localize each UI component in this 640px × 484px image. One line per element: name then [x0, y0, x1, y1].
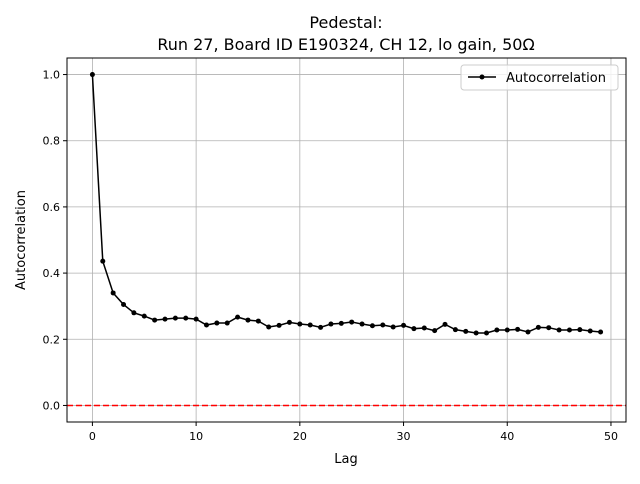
- data-point: [369, 323, 375, 329]
- ticks: 0 10 20 30 40 50 0.0 0.2 0.4 0.6 0.8 1.0: [43, 69, 618, 443]
- data-point: [297, 321, 303, 327]
- data-point: [432, 328, 438, 334]
- x-tick-label: 30: [397, 430, 411, 443]
- data-point: [494, 327, 500, 333]
- data-point: [577, 327, 583, 333]
- data-point: [473, 330, 479, 336]
- data-point: [598, 329, 604, 335]
- data-point: [100, 258, 106, 264]
- data-point: [235, 314, 241, 320]
- y-tick-label: 0.8: [43, 135, 61, 148]
- data-point: [338, 320, 344, 326]
- data-point: [89, 72, 95, 78]
- x-axis-label: Lag: [334, 452, 357, 467]
- x-tick-label: 10: [189, 430, 203, 443]
- data-point: [411, 326, 417, 332]
- data-point: [141, 313, 147, 319]
- data-point: [255, 318, 261, 324]
- data-point: [183, 315, 189, 321]
- data-point: [463, 328, 469, 334]
- legend-marker: [479, 74, 485, 80]
- y-tick-label: 0.4: [43, 267, 61, 280]
- y-axis-label: Autocorrelation: [14, 190, 29, 290]
- x-tick-label: 20: [293, 430, 307, 443]
- data-point: [245, 317, 251, 323]
- data-point: [390, 324, 396, 330]
- data-point: [131, 310, 137, 316]
- y-tick-label: 0.6: [43, 201, 61, 214]
- plot-area: [67, 72, 626, 407]
- data-point: [307, 322, 313, 328]
- data-point: [525, 329, 531, 335]
- x-tick-label: 40: [500, 430, 514, 443]
- data-point: [286, 319, 292, 325]
- data-point: [172, 315, 178, 321]
- data-point: [566, 327, 572, 333]
- data-point: [556, 327, 562, 333]
- legend-label: Autocorrelation: [506, 71, 606, 86]
- plot-frame: [66, 57, 627, 423]
- data-point: [276, 322, 282, 328]
- data-point: [359, 321, 365, 327]
- series-line: [91, 74, 601, 334]
- data-point: [587, 328, 593, 334]
- data-point: [421, 325, 427, 331]
- y-tick-label: 0.0: [43, 399, 61, 412]
- legend-box: [460, 64, 619, 91]
- data-point: [162, 316, 168, 322]
- data-point: [484, 330, 490, 336]
- data-point: [152, 317, 158, 323]
- x-tick-label: 0: [89, 430, 96, 443]
- data-point: [193, 316, 199, 322]
- data-point: [504, 327, 510, 333]
- data-point: [266, 324, 272, 330]
- chart-title-line2: Run 27, Board ID E190324, CH 12, lo gain…: [157, 35, 534, 54]
- data-point: [214, 320, 220, 326]
- data-point: [203, 322, 209, 328]
- data-point: [401, 322, 407, 328]
- y-tick-label: 0.2: [43, 333, 61, 346]
- data-point: [121, 302, 127, 308]
- legend: Autocorrelation: [460, 64, 619, 91]
- data-point: [535, 324, 541, 330]
- data-point: [110, 290, 116, 296]
- grid: [67, 58, 626, 422]
- data-point: [380, 322, 386, 328]
- chart-title-line1: Pedestal:: [309, 13, 382, 32]
- data-point: [515, 326, 521, 332]
- data-point: [546, 325, 552, 331]
- data-point: [349, 319, 355, 325]
- data-point: [318, 324, 324, 330]
- data-point: [452, 327, 458, 333]
- y-tick-label: 1.0: [43, 69, 61, 82]
- data-point: [328, 321, 334, 327]
- data-point: [442, 321, 448, 327]
- data-point: [224, 320, 230, 326]
- x-tick-label: 50: [604, 430, 618, 443]
